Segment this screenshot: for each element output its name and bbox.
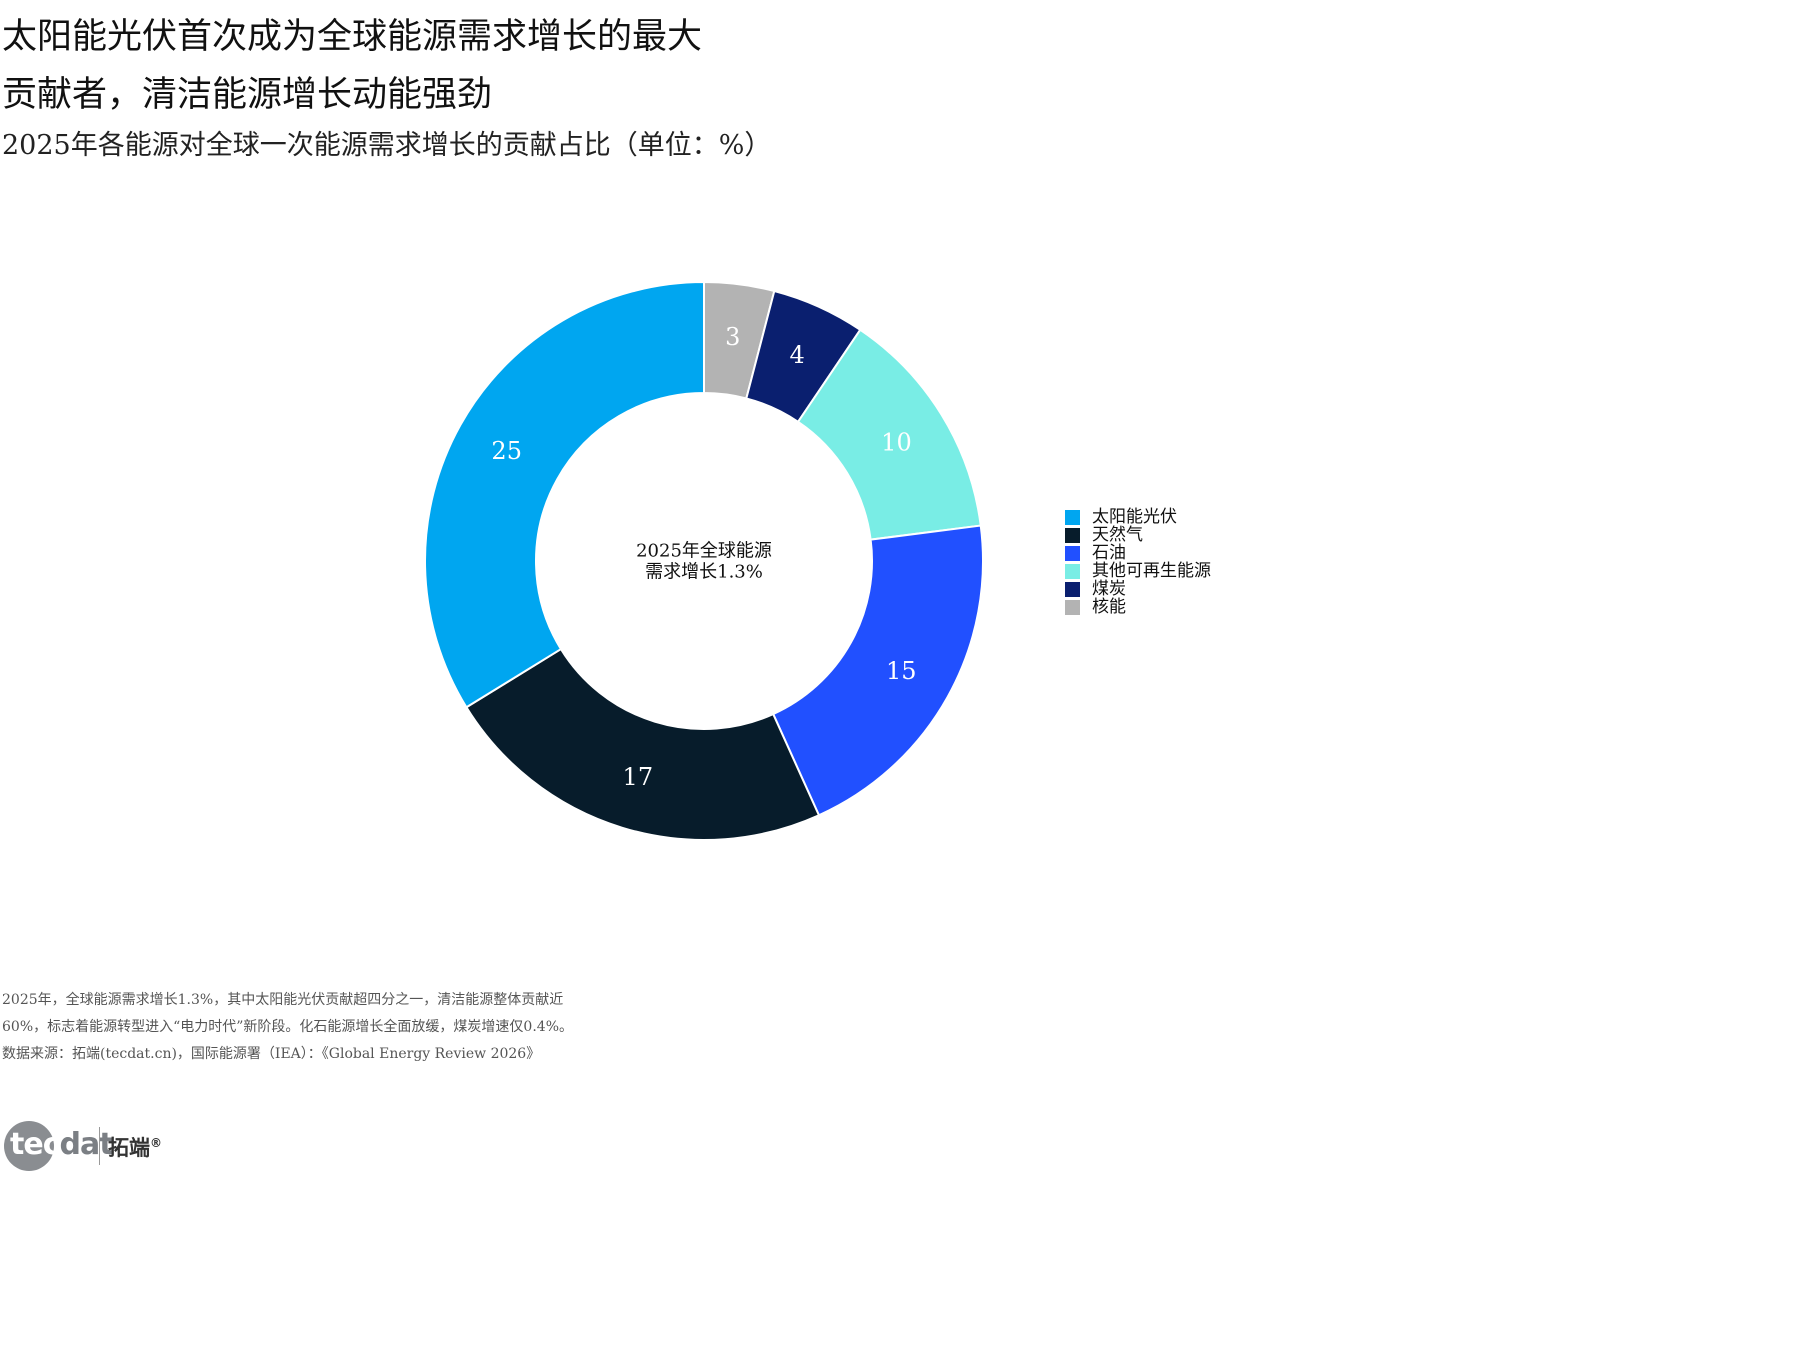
- tecdat-logo: tecdat 拓端®: [4, 1121, 162, 1171]
- logo-cn-text: 拓端®: [108, 1132, 162, 1162]
- logo-dat: dat: [59, 1127, 113, 1162]
- slice-value-label-4: 17: [623, 763, 654, 791]
- slice-value-label-5: 25: [491, 437, 522, 465]
- legend-swatch-0: [1065, 509, 1080, 525]
- footnote-line-1: 2025年，全球能源需求增长1.3%，其中太阳能光伏贡献超四分之一，清洁能源整体…: [2, 992, 564, 1008]
- slice-value-label-3: 15: [886, 657, 917, 685]
- chart-title: 太阳能光伏首次成为全球能源需求增长的最大 贡献者，清洁能源增长动能强劲: [2, 8, 822, 124]
- logo-cn-name: 拓端: [108, 1136, 150, 1160]
- legend-label-3: 其他可再生能源: [1092, 561, 1211, 581]
- legend-label-1: 天然气: [1092, 525, 1143, 545]
- legend-label-5: 核能: [1092, 597, 1126, 617]
- donut-slice-4: [465, 647, 821, 841]
- logo-circle-icon: [4, 1121, 54, 1171]
- legend-item-1: 天然气: [1065, 526, 1211, 544]
- legend-swatch-3: [1065, 563, 1080, 579]
- chart-title-line-1: 太阳能光伏首次成为全球能源需求增长的最大: [2, 17, 703, 57]
- chart-subtitle: 2025年各能源对全球一次能源需求增长的贡献占比（单位：%）: [2, 130, 772, 161]
- chart-title-line-2: 贡献者，清洁能源增长动能强劲: [2, 75, 493, 115]
- legend-item-3: 其他可再生能源: [1065, 562, 1211, 580]
- registered-mark: ®: [150, 1136, 162, 1150]
- logo-tec: tec: [10, 1127, 60, 1162]
- donut-slice-3: [771, 524, 984, 817]
- center-label-line-2: 需求增长1.3%: [645, 562, 763, 583]
- slice-value-label-1: 4: [789, 341, 804, 369]
- slice-value-label-0: 3: [725, 323, 740, 351]
- center-label-line-1: 2025年全球能源: [636, 541, 772, 562]
- logo-wordmark: tecdat: [10, 1127, 114, 1162]
- legend-label-2: 石油: [1092, 543, 1126, 563]
- legend-swatch-5: [1065, 599, 1080, 615]
- legend-item-4: 煤炭: [1065, 580, 1211, 598]
- data-source: 数据来源：拓端(tecdat.cn)，国际能源署（IEA）：《Global En…: [2, 1046, 541, 1062]
- slice-value-label-2: 10: [881, 429, 912, 457]
- legend-item-0: 太阳能光伏: [1065, 508, 1211, 526]
- legend-label-0: 太阳能光伏: [1092, 507, 1177, 527]
- legend-swatch-1: [1065, 527, 1080, 543]
- legend-item-5: 核能: [1065, 598, 1211, 616]
- footnote: 2025年，全球能源需求增长1.3%，其中太阳能光伏贡献超四分之一，清洁能源整体…: [2, 987, 702, 1068]
- chart-legend: 太阳能光伏 天然气 石油 其他可再生能源 煤炭 核能: [1065, 508, 1211, 616]
- legend-item-2: 石油: [1065, 544, 1211, 562]
- donut-slice-5: [424, 280, 705, 709]
- footnote-line-2: 60%，标志着能源转型进入“电力时代”新阶段。化石能源增长全面放缓，煤炭增速仅0…: [2, 1019, 573, 1035]
- logo-divider: [99, 1127, 100, 1165]
- legend-swatch-2: [1065, 545, 1080, 561]
- legend-swatch-4: [1065, 581, 1080, 597]
- legend-label-4: 煤炭: [1092, 579, 1126, 599]
